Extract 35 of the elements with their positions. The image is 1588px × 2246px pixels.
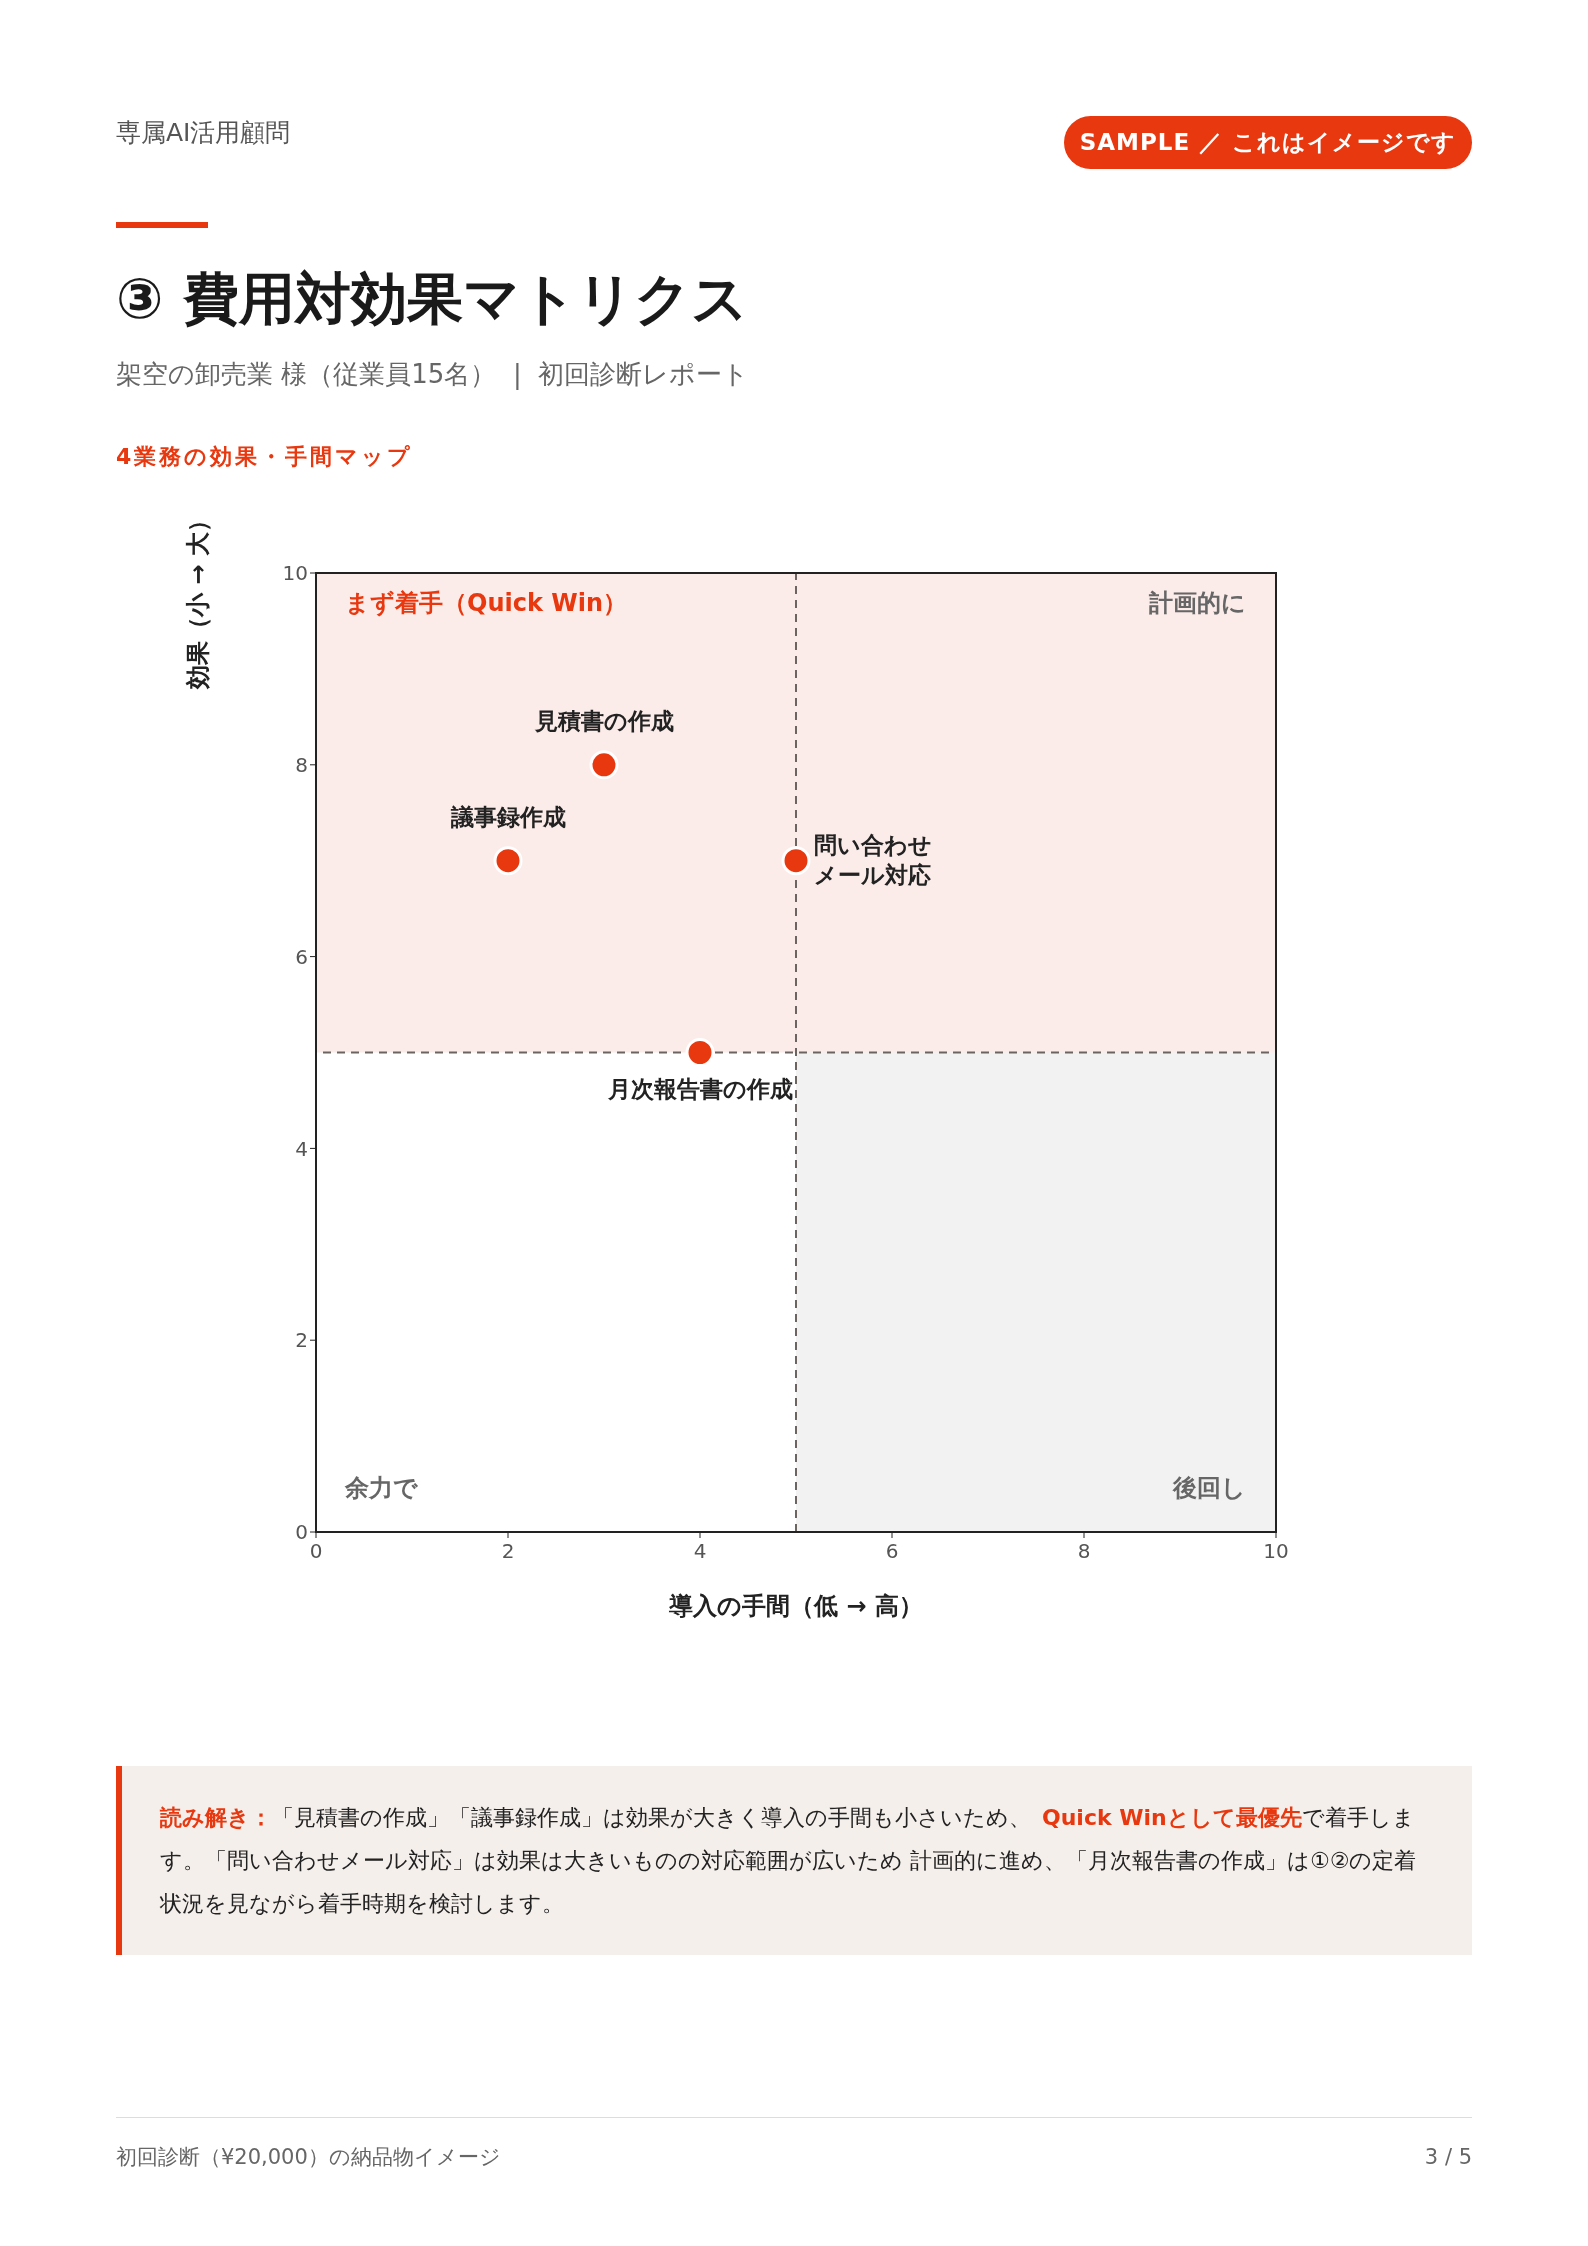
x-tick-label: 8 [1077, 1539, 1091, 1564]
annotation: 計画的に [1149, 589, 1246, 617]
x-tick-label: 4 [693, 1539, 707, 1564]
text: Quick Winとして最優先 [1042, 1805, 1302, 1830]
x-tick-label: 10 [1263, 1539, 1289, 1564]
annotation: まず着手（Quick Win） [345, 589, 628, 617]
text: 初回診断（¥20,000）の納品物イメージ [116, 2145, 501, 2169]
series-label: 問い合わせメール対応 [814, 830, 933, 890]
chart-subtitle: 架空の卸売業 様（従業員15名） | 初回診断レポート [116, 359, 750, 389]
y-tick-label: 0 [295, 1520, 308, 1545]
series-label: 見積書の作成 [533, 707, 674, 734]
point [589, 750, 619, 780]
y-tick-label: 6 [295, 944, 308, 969]
point [493, 846, 523, 876]
text: 「見積書の作成」「議事録作成」は効果が大きく導入の手間も小さいため、 [272, 1805, 1031, 1830]
chart-title: ③ 費用対効果マトリクス [116, 266, 748, 331]
text: SAMPLE ／ これはイメージです [1079, 128, 1457, 157]
y-axis-title: 効果（小 → 大） [184, 508, 212, 689]
y-tick-label: 10 [282, 561, 308, 586]
y-tick-label: 8 [295, 752, 308, 777]
point [685, 1038, 715, 1067]
text: 4業務の効果・手間マップ [116, 444, 414, 469]
annotation: 後回し [1173, 1474, 1246, 1502]
y-tick-label: 4 [295, 1136, 308, 1161]
x-tick-label: 6 [885, 1539, 899, 1564]
text: 専属AI活用顧問 [116, 118, 291, 147]
annotation: 余力で [345, 1474, 418, 1502]
x-tick-label: 2 [501, 1539, 515, 1564]
point [781, 846, 811, 876]
y-tick-label: 2 [295, 1328, 308, 1353]
text: 読み解き： [160, 1805, 272, 1830]
series-label: 月次報告書の作成 [606, 1075, 793, 1102]
x-axis-title: 導入の手間（低 → 高） [669, 1592, 923, 1620]
text: 3 / 5 [1424, 2145, 1472, 2169]
series-label: 議事録作成 [449, 803, 566, 830]
